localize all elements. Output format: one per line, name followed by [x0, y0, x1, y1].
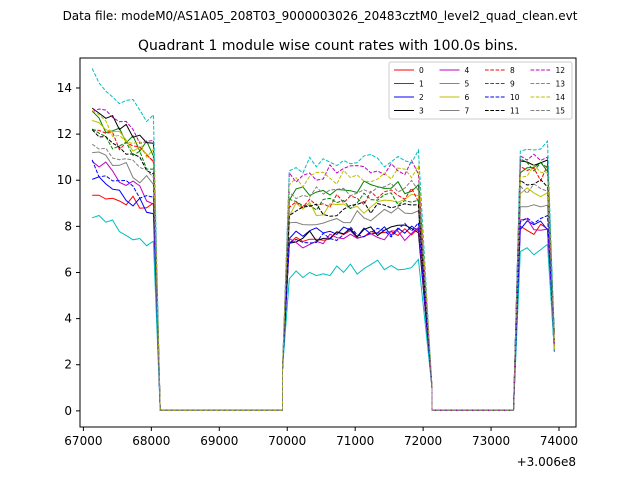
plot-series — [91, 68, 555, 411]
x-tick-label: 69000 — [200, 434, 238, 448]
x-tick-label: 74000 — [540, 434, 578, 448]
y-tick-label: 8 — [64, 219, 72, 233]
x-offset-label: +3.006e8 — [517, 455, 576, 469]
series-line-15 — [91, 143, 555, 411]
legend-label-2: 2 — [419, 93, 424, 102]
legend-box — [388, 61, 573, 120]
suptitle: Data file: modeM0/AS1A05_208T03_90000030… — [63, 9, 578, 23]
series-line-14 — [91, 110, 555, 411]
axes-frame — [79, 57, 577, 428]
x-tick-label: 73000 — [472, 434, 510, 448]
y-tick-label: 12 — [57, 127, 72, 141]
series-line-0 — [92, 194, 555, 411]
legend-label-4: 4 — [465, 66, 470, 75]
legend-label-13: 13 — [556, 80, 566, 89]
legend-label-3: 3 — [419, 107, 424, 116]
y-tick-label: 14 — [57, 81, 72, 95]
x-tick-label: 67000 — [64, 434, 102, 448]
y-axis: 0 2 4 6 8 10 12 14 — [57, 81, 80, 418]
legend-label-6: 6 — [465, 93, 470, 102]
x-tick-label: 68000 — [132, 434, 170, 448]
legend-label-14: 14 — [556, 93, 566, 102]
series-line-4 — [91, 160, 555, 411]
legend-label-12: 12 — [556, 66, 566, 75]
legend-label-5: 5 — [465, 80, 470, 89]
legend-label-7: 7 — [465, 107, 470, 116]
x-tick-label: 71000 — [336, 434, 374, 448]
x-tick-label: 70000 — [268, 434, 306, 448]
x-tick-label: 72000 — [404, 434, 442, 448]
series-line-2 — [92, 176, 555, 411]
series-line-1 — [91, 110, 555, 411]
y-tick-label: 6 — [64, 265, 72, 279]
y-tick-label: 10 — [57, 173, 72, 187]
y-tick-label: 2 — [64, 358, 72, 372]
legend-label-8: 8 — [510, 66, 515, 75]
series-line-5 — [92, 214, 555, 411]
y-tick-label: 0 — [64, 404, 72, 418]
legend-label-0: 0 — [419, 66, 424, 75]
chart-title: Quadrant 1 module wise count rates with … — [138, 38, 518, 54]
series-line-6 — [92, 120, 555, 411]
x-axis: 67000 68000 69000 70000 71000 72000 73000 74000 — [64, 427, 578, 448]
legend-label-15: 15 — [556, 107, 566, 116]
legend-label-9: 9 — [510, 80, 515, 89]
legend-label-10: 10 — [510, 93, 520, 102]
series-line-12 — [92, 108, 555, 411]
series-line-3 — [91, 107, 555, 411]
legend-label-11: 11 — [510, 107, 520, 116]
series-line-10 — [91, 159, 555, 411]
legend-label-1: 1 — [419, 80, 424, 89]
y-tick-label: 4 — [64, 312, 72, 326]
series-line-13 — [91, 68, 555, 411]
series-line-9 — [91, 128, 555, 411]
